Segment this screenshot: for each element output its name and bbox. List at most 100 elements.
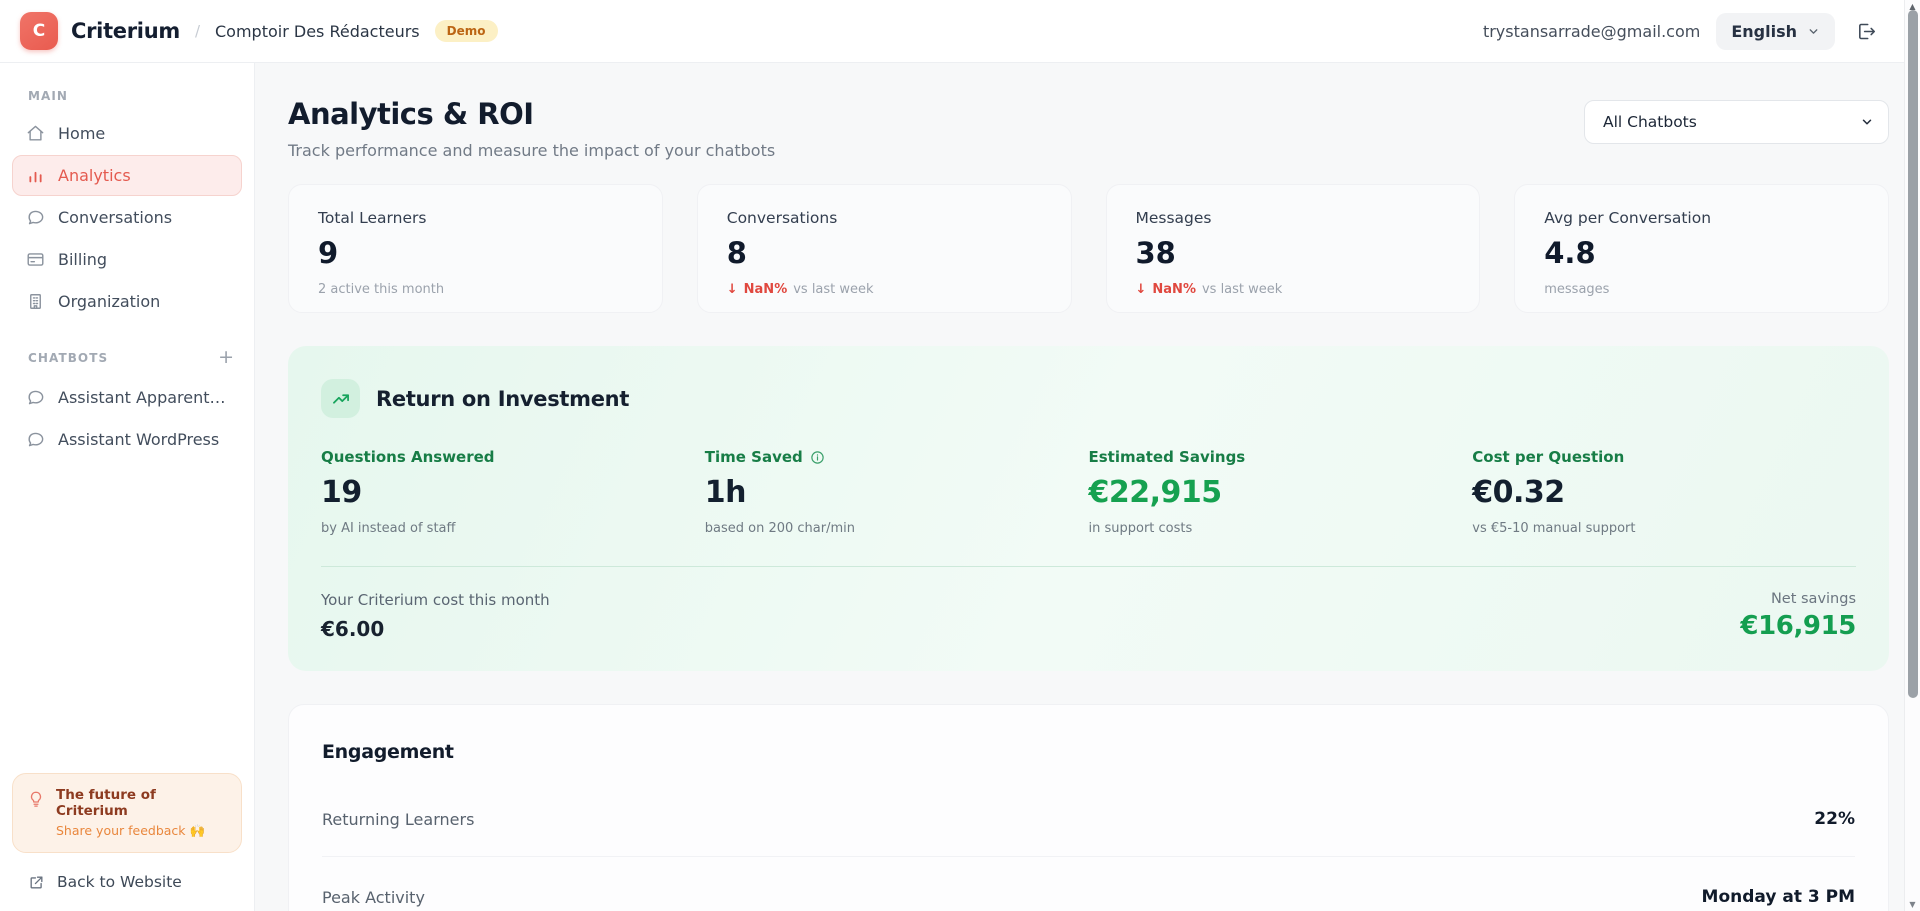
sidebar-item-analytics[interactable]: Analytics [12,155,242,196]
delta-value: NaN% [1152,282,1196,297]
roi-metric-questions-answered: Questions Answered 19 by AI instead of s… [321,448,705,536]
roi-header: Return on Investment [321,379,1856,418]
feedback-text: The future of Criterium Share your feedb… [56,787,227,839]
sidebar-item-home[interactable]: Home [12,113,242,154]
delta-note: vs last week [793,282,874,297]
scroll-up-arrow[interactable]: ▲ [1909,2,1916,11]
sidebar-item-label: Billing [58,250,108,269]
back-to-website-link[interactable]: Back to Website [12,867,242,899]
external-link-icon [30,876,43,888]
metric-note: in support costs [1088,521,1193,536]
cost-value: €6.00 [321,617,385,641]
metric-note: vs €5-10 manual support [1472,521,1636,536]
net-savings-label: Net savings [1770,591,1856,607]
roi-bottom-row: Your Criterium cost this month €6.00 Net… [321,591,1856,641]
sidebar-section-label-main: MAIN [28,89,236,103]
row-value: 22% [1814,809,1855,829]
metric-value: €22,915 [1088,475,1223,510]
stat-label: Messages [1135,209,1212,227]
page-header: Analytics & ROI Track performance and me… [288,89,1889,160]
scrollbar-thumb[interactable] [1908,10,1918,698]
metric-note: based on 200 char/min [704,521,855,536]
stat-label: Avg per Conversation [1544,209,1712,227]
chatbots-section-label: CHATBOTS [28,350,109,365]
roi-metric-time-saved: Time Saved 1h based on 200 char/min [705,448,1089,536]
scrollbar[interactable]: ▲ ▼ [1904,0,1920,911]
sidebar-item-chatbot-wordpress[interactable]: Assistant WordPress [12,419,242,460]
sidebar-item-conversations[interactable]: Conversations [12,197,242,238]
sidebar-section-chatbots-header: CHATBOTS + [28,348,236,367]
breadcrumb-workspace[interactable]: Comptoir Des Rédacteurs [215,21,420,41]
scroll-down-arrow[interactable]: ▼ [1909,900,1916,909]
sidebar-item-label: Assistant Apparentissage ... [58,388,228,407]
metric-label-text: Time Saved [704,448,803,466]
page-subtitle: Track performance and measure the impact… [288,141,776,160]
roi-metrics: Questions Answered 19 by AI instead of s… [321,448,1856,536]
organization-icon [30,294,41,309]
header-right: trystansarrade@gmail.com English [1483,12,1880,50]
engagement-title: Engagement [322,741,454,763]
add-chatbot-button[interactable]: + [216,348,236,367]
home-icon [27,125,44,141]
feedback-subtitle: Share your feedback 🙌 [56,823,206,838]
brand-name: Criterium [71,19,180,43]
sidebar: MAIN Home Analytics Conversations Billin… [0,63,255,911]
chat-bubble-icon [28,432,44,447]
metric-label-text: Questions Answered [321,448,495,466]
metric-label: Questions Answered [321,448,705,466]
sidebar-item-label: Conversations [58,208,173,227]
breadcrumb-separator: / [194,22,200,40]
page-title: Analytics & ROI [288,97,534,131]
plus-icon: + [218,346,234,368]
delta-note: vs last week [1201,282,1283,297]
chatbot-filter-select[interactable]: All Chatbots [1584,100,1889,144]
stat-card-messages: Messages 38 ↓ NaN% vs last week [1105,184,1481,313]
chatbot-filter-wrap: All Chatbots [1584,100,1889,144]
delta-value: NaN% [743,282,788,297]
main-content: Analytics & ROI Track performance and me… [255,63,1920,911]
sidebar-item-label: Home [58,124,106,143]
main-section-label: MAIN [28,89,69,103]
metric-label: Estimated Savings [1089,448,1473,466]
logout-button[interactable] [1851,17,1880,46]
stat-value: 8 [726,236,747,270]
metric-label-text: Cost per Question [1472,448,1625,466]
roi-icon-badge [321,379,360,418]
sidebar-item-organization[interactable]: Organization [12,281,242,322]
metric-label-text: Estimated Savings [1088,448,1246,466]
metric-label: Time Saved [705,448,1089,466]
stat-value: 9 [318,236,339,270]
delta-down-icon: ↓ [1135,282,1147,297]
feedback-title: The future of Criterium [56,787,156,819]
row-label: Peak Activity [322,887,425,907]
stat-card-conversations: Conversations 8 ↓ NaN% vs last week [696,184,1072,313]
criterium-cost: Your Criterium cost this month €6.00 [321,591,550,641]
language-label: English [1731,21,1797,41]
sidebar-bottom: The future of Criterium Share your feedb… [12,773,242,899]
demo-badge: Demo [434,20,498,42]
engagement-row-peak-activity: Peak Activity Monday at 3 PM [322,857,1855,911]
roi-metric-estimated-savings: Estimated Savings €22,915 in support cos… [1089,448,1473,536]
billing-icon [27,253,44,266]
stat-value: 38 [1135,236,1176,270]
engagement-section: Engagement Returning Learners 22% Peak A… [288,704,1889,911]
stat-value: 4.8 [1544,236,1596,270]
sidebar-item-label: Organization [58,292,161,311]
stat-delta: ↓ NaN% vs last week [1136,282,1451,297]
analytics-icon [29,171,42,183]
sidebar-item-chatbot-apparentissage[interactable]: Assistant Apparentissage ... [12,377,242,418]
feedback-card[interactable]: The future of Criterium Share your feedb… [12,773,242,853]
sidebar-item-billing[interactable]: Billing [12,239,242,280]
back-to-website-label: Back to Website [57,873,182,891]
engagement-row-returning-learners: Returning Learners 22% [322,779,1855,857]
language-selector[interactable]: English [1716,12,1835,50]
row-value: Monday at 3 PM [1701,887,1855,907]
metric-value: €0.32 [1472,475,1565,510]
header-left: C Criterium / Comptoir Des Rédacteurs De… [20,12,498,50]
metric-value: 1h [704,475,747,510]
net-savings-value: €16,915 [1740,611,1856,641]
chevron-down-icon [1809,28,1818,34]
row-label: Returning Learners [322,809,475,829]
info-icon[interactable] [810,450,825,465]
app-logo[interactable]: C [20,12,58,50]
